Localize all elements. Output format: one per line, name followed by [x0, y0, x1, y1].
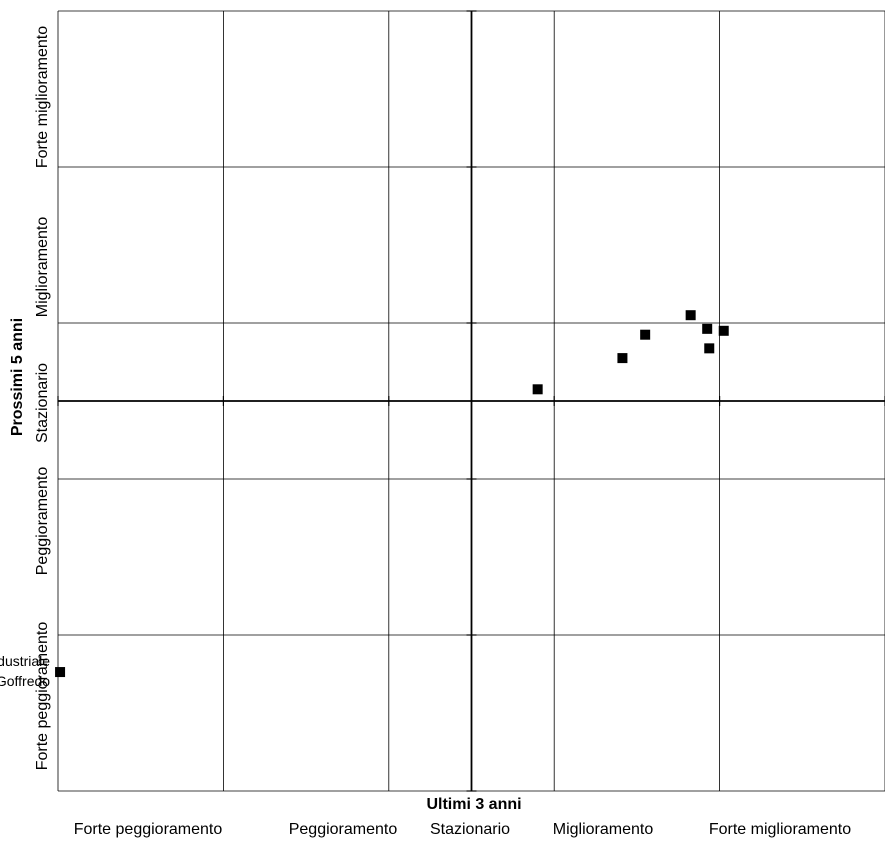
x-tick-label: Forte peggioramento — [74, 821, 223, 838]
data-point — [704, 343, 715, 354]
y-tick-label: Forte miglioramento — [34, 26, 51, 168]
x-tick-label: Forte miglioramento — [709, 821, 851, 838]
data-point — [532, 384, 543, 395]
data-points — [55, 310, 729, 678]
x-tick-label: Peggioramento — [289, 821, 398, 838]
data-point — [718, 325, 729, 336]
data-point — [702, 323, 713, 334]
x-tick-label: Stazionario — [430, 821, 510, 838]
x-tick-labels: Forte peggioramento Peggioramento Staziona… — [74, 821, 852, 838]
x-tick-label: Miglioramento — [553, 821, 654, 838]
x-axis-title: Ultimi 3 anni — [426, 796, 521, 813]
data-point — [617, 353, 628, 364]
y-tick-labels: Forte peggioramento Peggioramento Staziona… — [34, 26, 51, 771]
data-point — [640, 329, 651, 340]
data-point — [55, 667, 66, 678]
annotation-label: Distretto industriale — [0, 653, 50, 669]
y-axis-title: Prossimi 5 anni — [9, 318, 26, 436]
annotation-label: di Castel Goffredo — [0, 673, 50, 689]
y-tick-label: Peggioramento — [34, 467, 51, 576]
y-tick-label: Miglioramento — [34, 217, 51, 318]
data-point — [685, 310, 696, 321]
axes — [57, 10, 885, 792]
y-tick-label: Forte peggioramento — [34, 622, 51, 771]
annotations: Distretto industriale di Castel Goffredo — [0, 653, 50, 689]
y-tick-label: Stazionario — [34, 363, 51, 443]
